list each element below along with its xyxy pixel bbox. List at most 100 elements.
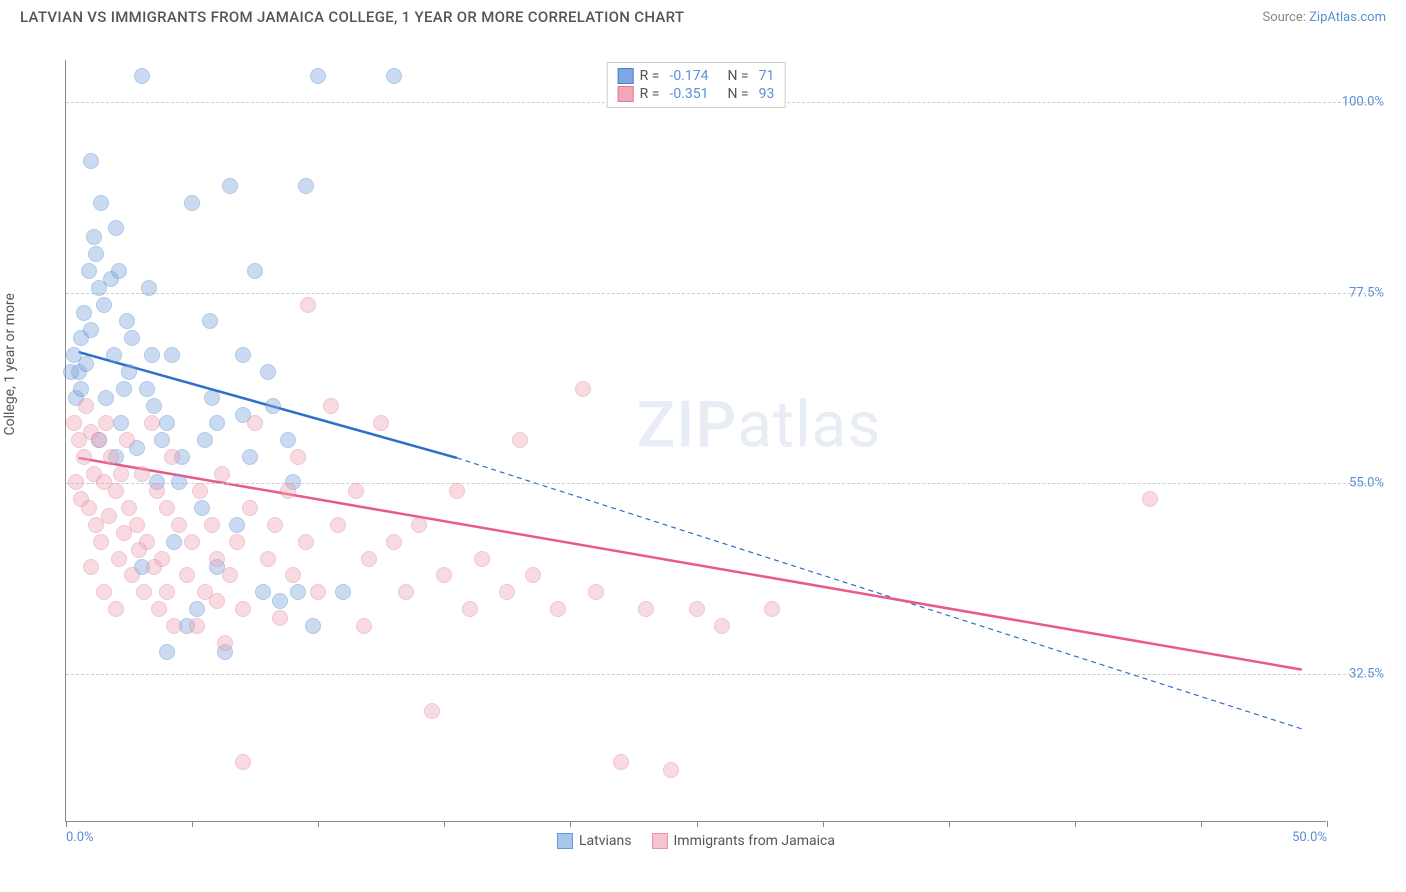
scatter-point (164, 449, 180, 465)
scatter-point (166, 534, 182, 550)
scatter-point (638, 601, 654, 617)
scatter-point (267, 517, 283, 533)
scatter-point (93, 195, 109, 211)
scatter-point (139, 381, 155, 397)
chart-container: College, 1 year or more ZIPatlas R = -0.… (20, 40, 1386, 872)
scatter-point (373, 415, 389, 431)
correlation-legend: R = -0.174 N = 71 R = -0.351 N = 93 (607, 62, 786, 108)
scatter-point (166, 618, 182, 634)
scatter-point (398, 584, 414, 600)
scatter-point (474, 551, 490, 567)
scatter-point (83, 322, 99, 338)
y-tick-label: 100.0% (1342, 95, 1384, 110)
scatter-point (613, 754, 629, 770)
x-tick (66, 821, 67, 827)
scatter-point (242, 500, 258, 516)
scatter-point (411, 517, 427, 533)
scatter-point (111, 263, 127, 279)
x-tick (697, 821, 698, 827)
scatter-point (83, 559, 99, 575)
scatter-point (98, 415, 114, 431)
scatter-point (101, 508, 117, 524)
scatter-point (272, 610, 288, 626)
scatter-point (348, 483, 364, 499)
scatter-point (209, 551, 225, 567)
scatter-point (265, 398, 281, 414)
scatter-point (86, 229, 102, 245)
gridline (66, 483, 1376, 484)
scatter-point (222, 178, 238, 194)
scatter-point (66, 415, 82, 431)
scatter-point (550, 601, 566, 617)
watermark: ZIPatlas (637, 388, 882, 463)
scatter-point (154, 432, 170, 448)
swatch-jamaica-bottom (651, 833, 667, 849)
y-tick-label: 55.0% (1349, 476, 1384, 491)
scatter-point (108, 220, 124, 236)
scatter-point (204, 390, 220, 406)
scatter-point (229, 517, 245, 533)
scatter-point (229, 534, 245, 550)
source-link[interactable]: ZipAtlas.com (1309, 10, 1386, 25)
scatter-point (76, 449, 92, 465)
scatter-point (272, 593, 288, 609)
scatter-point (386, 68, 402, 84)
scatter-point (323, 398, 339, 414)
scatter-point (108, 601, 124, 617)
x-tick (570, 821, 571, 827)
scatter-point (298, 178, 314, 194)
scatter-point (119, 432, 135, 448)
x-tick (1201, 821, 1202, 827)
scatter-point (159, 500, 175, 516)
scatter-point (217, 635, 233, 651)
scatter-point (209, 593, 225, 609)
scatter-point (151, 601, 167, 617)
scatter-point (121, 500, 137, 516)
legend-row-jamaica: R = -0.351 N = 93 (618, 85, 775, 103)
scatter-point (68, 474, 84, 490)
scatter-point (108, 483, 124, 499)
scatter-point (131, 542, 147, 558)
x-tick (192, 821, 193, 827)
y-tick-label: 77.5% (1349, 285, 1384, 300)
scatter-point (663, 762, 679, 778)
scatter-point (144, 415, 160, 431)
scatter-point (247, 415, 263, 431)
scatter-point (159, 584, 175, 600)
scatter-point (146, 398, 162, 414)
scatter-point (73, 381, 89, 397)
source-attribution: Source: ZipAtlas.com (1262, 10, 1386, 25)
scatter-point (300, 297, 316, 313)
scatter-point (116, 381, 132, 397)
scatter-point (134, 68, 150, 84)
scatter-point (124, 330, 140, 346)
scatter-point (310, 68, 326, 84)
scatter-point (81, 263, 97, 279)
scatter-point (499, 584, 515, 600)
x-tick-label: 0.0% (66, 830, 94, 845)
x-tick (823, 821, 824, 827)
scatter-point (164, 347, 180, 363)
scatter-point (119, 313, 135, 329)
scatter-point (146, 559, 162, 575)
scatter-point (247, 263, 263, 279)
scatter-point (98, 390, 114, 406)
scatter-point (179, 567, 195, 583)
chart-header: LATVIAN VS IMMIGRANTS FROM JAMAICA COLLE… (0, 0, 1406, 30)
scatter-point (260, 551, 276, 567)
scatter-point (103, 449, 119, 465)
scatter-point (96, 297, 112, 313)
scatter-point (63, 364, 79, 380)
scatter-point (149, 483, 165, 499)
scatter-point (1142, 491, 1158, 507)
scatter-point (113, 415, 129, 431)
scatter-point (280, 432, 296, 448)
scatter-point (689, 601, 705, 617)
y-tick-label: 32.5% (1349, 666, 1384, 681)
swatch-latvians (618, 68, 634, 84)
scatter-point (78, 356, 94, 372)
scatter-point (280, 483, 296, 499)
scatter-point (298, 534, 314, 550)
x-tick (1075, 821, 1076, 827)
scatter-point (285, 567, 301, 583)
